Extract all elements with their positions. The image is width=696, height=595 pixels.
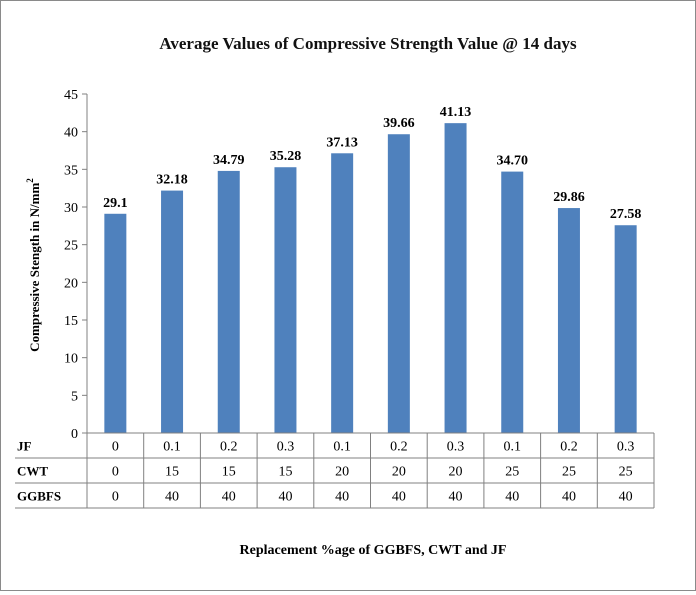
table-cell: 25 [619, 465, 633, 480]
table-cell: 0.1 [163, 440, 181, 455]
bar [387, 134, 410, 433]
bar [557, 208, 580, 433]
table-cell: 25 [562, 465, 576, 480]
bar [501, 171, 524, 434]
y-tick-label: 35 [64, 163, 78, 178]
table-cell: 40 [392, 490, 406, 505]
table-cell: 40 [335, 490, 349, 505]
table-cell: 0.1 [504, 440, 522, 455]
bar [217, 170, 240, 433]
chart-title: Average Values of Compressive Strength V… [159, 34, 577, 53]
table-cell: 0.3 [617, 440, 635, 455]
y-axis-label-superscript: 2 [25, 178, 35, 183]
data-label: 29.86 [553, 190, 585, 205]
y-tick-label: 10 [64, 352, 78, 367]
data-label: 39.66 [383, 116, 415, 131]
table-cell: 0.3 [447, 440, 465, 455]
table-cell: 0 [112, 465, 119, 480]
y-axis-label-text: Compressive Stength in N/mm [27, 183, 42, 352]
table-cell: 40 [449, 490, 463, 505]
bar [104, 213, 127, 433]
y-tick-label: 25 [64, 239, 78, 254]
table-cell: 40 [619, 490, 633, 505]
data-label: 41.13 [440, 105, 472, 120]
data-label: 29.1 [103, 196, 128, 211]
table-cell: 15 [222, 465, 236, 480]
data-label: 32.18 [156, 173, 188, 188]
x-axis-label: Replacement %age of GGBFS, CWT and JF [240, 543, 507, 558]
bar [614, 225, 637, 433]
data-label: 34.70 [497, 154, 529, 169]
bar [161, 190, 184, 433]
data-label: 27.58 [610, 207, 642, 222]
table-cell: 0.1 [333, 440, 351, 455]
data-label: 37.13 [326, 135, 358, 150]
table-cell: 15 [165, 465, 179, 480]
table-cell: 20 [335, 465, 349, 480]
y-tick-label: 45 [64, 88, 78, 103]
y-axis-label: Compressive Stength in N/mm2 [25, 178, 42, 352]
table-cell: 0.2 [220, 440, 238, 455]
table-cell: 20 [449, 465, 463, 480]
table-cell: 0.3 [277, 440, 295, 455]
data-label: 34.79 [213, 153, 245, 168]
table-cell: 40 [505, 490, 519, 505]
table-cell: 0.2 [390, 440, 408, 455]
table-cell: 25 [505, 465, 519, 480]
table-cell: 40 [562, 490, 576, 505]
bar [331, 153, 354, 433]
table-cell: 40 [278, 490, 292, 505]
y-tick-label: 5 [71, 389, 78, 404]
bar [444, 123, 467, 434]
table-cell: 0 [112, 490, 119, 505]
table-row-header: JF [17, 439, 32, 454]
y-tick-label: 20 [64, 276, 78, 291]
data-label: 35.28 [270, 149, 302, 164]
y-tick-label: 15 [64, 314, 78, 329]
table-cell: 15 [278, 465, 292, 480]
table-cell: 0.2 [560, 440, 578, 455]
table-row-header: GGBFS [17, 489, 61, 504]
bar [274, 167, 297, 433]
table-cell: 0 [112, 440, 119, 455]
table-cell: 40 [165, 490, 179, 505]
table-row-header: CWT [17, 464, 48, 479]
table-cell: 40 [222, 490, 236, 505]
table-cell: 20 [392, 465, 406, 480]
y-tick-label: 30 [64, 201, 78, 216]
y-tick-label: 40 [64, 126, 78, 141]
y-tick-label: 0 [71, 427, 78, 442]
